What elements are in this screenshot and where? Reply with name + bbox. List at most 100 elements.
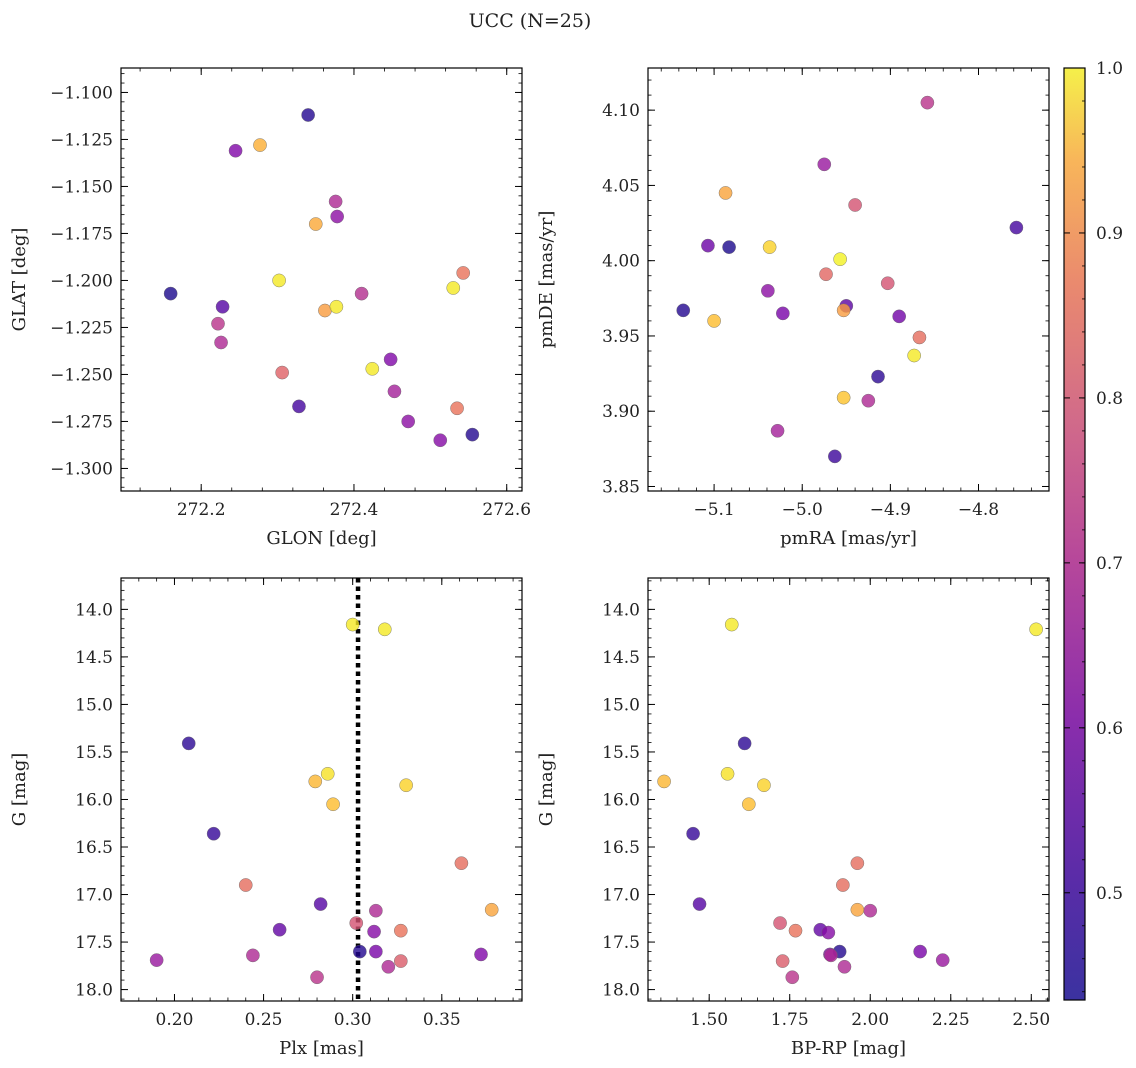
scatter-point — [345, 617, 360, 632]
scatter-point — [775, 954, 790, 968]
colorbar: 0.5 0.6 0.7 0.8 0.9 1.0 — [1063, 59, 1123, 1001]
y-tick-label: 3.85 — [602, 477, 640, 497]
scatter-point — [692, 897, 707, 911]
colorbar-tick-label: 0.7 — [1096, 554, 1123, 574]
scatter-point — [329, 299, 344, 314]
scatter-point — [387, 384, 402, 399]
y-tick-label: 18.0 — [75, 981, 113, 1001]
scatter-point — [701, 238, 715, 253]
scatter-point — [837, 959, 852, 974]
scatter-point — [686, 826, 700, 841]
x-axis-label: Plx [mas] — [279, 1038, 364, 1059]
colorbar-tick-label: 0.9 — [1096, 224, 1123, 244]
scatter-point — [433, 433, 448, 448]
colorbar-tick-label: 1.0 — [1096, 59, 1123, 79]
scatter-point — [272, 273, 286, 288]
scatter-point — [676, 303, 691, 318]
y-tick-label: 3.90 — [602, 402, 640, 422]
y-axis-label: G [mag] — [9, 753, 30, 826]
scatter-point — [724, 617, 739, 632]
scatter-point — [773, 916, 787, 930]
scatter-point — [785, 970, 800, 985]
x-tick-label: −5.1 — [693, 500, 734, 520]
scatter-point — [394, 954, 408, 968]
scatter-point — [935, 953, 950, 967]
scatter-point — [761, 283, 775, 298]
y-tick-label: −1.275 — [50, 412, 113, 432]
panel-bprp-g: 1.50 1.75 2.00 2.25 2.50 14.0 14.5 15.0 15.5 16.0… — [536, 577, 1050, 1059]
y-tick-label: −1.250 — [50, 365, 113, 385]
y-tick-label: 4.10 — [602, 101, 640, 121]
y-tick-label: 17.5 — [75, 933, 113, 953]
scatter-point — [320, 767, 335, 781]
x-tick-label: 272.2 — [177, 500, 226, 520]
scatter-point — [474, 947, 488, 962]
panel-glon-glat: 272.2 272.4 272.6 −1.300 −1.275 −1.250 −1.225 −… — [9, 67, 531, 549]
scatter-point — [819, 267, 833, 282]
scatter-point — [310, 970, 324, 985]
y-tick-label: 16.5 — [602, 838, 640, 858]
scatter-point — [720, 767, 735, 781]
scatter-point — [399, 778, 413, 793]
scatter-point — [848, 198, 862, 212]
y-tick-label: −1.225 — [50, 318, 113, 338]
axes-frame — [647, 67, 1050, 492]
scatter-point — [301, 108, 315, 122]
scatter-point — [330, 209, 344, 224]
y-tick-label: −1.125 — [50, 130, 113, 150]
scatter-point — [367, 924, 381, 939]
scatter-point — [328, 194, 343, 209]
scatter-point — [353, 944, 367, 959]
scatter-point — [228, 143, 243, 158]
x-axis-label: BP-RP [mag] — [791, 1038, 906, 1059]
scatter-point — [308, 217, 323, 231]
scatter-point — [742, 797, 756, 812]
x-tick-label: 1.50 — [690, 1010, 728, 1030]
x-tick-label: −4.8 — [958, 500, 999, 520]
scatter-point — [465, 427, 480, 442]
axes-frame — [647, 577, 1050, 1002]
scatter-point — [776, 306, 790, 321]
y-axis-label: G [mag] — [536, 753, 557, 826]
x-tick-label: 272.4 — [330, 500, 379, 520]
y-tick-label: 14.0 — [75, 600, 113, 620]
y-tick-label: 17.5 — [602, 933, 640, 953]
scatter-point — [913, 944, 927, 959]
scatter-point — [817, 157, 832, 172]
scatter-point — [824, 948, 838, 963]
x-tick-label: 2.00 — [851, 1010, 889, 1030]
scatter-point — [836, 390, 851, 405]
scatter-point — [880, 276, 895, 291]
x-tick-label: 0.30 — [334, 1010, 372, 1030]
colorbar-gradient — [1063, 67, 1086, 1001]
scatter-point — [365, 361, 380, 376]
scatter-point — [456, 266, 470, 280]
y-tick-label: −1.150 — [50, 177, 113, 197]
scatter-point — [722, 240, 736, 254]
scatter-point — [836, 878, 850, 892]
scatter-point — [246, 948, 260, 963]
scatter-point — [892, 309, 906, 324]
scatter-point — [181, 736, 196, 751]
y-tick-label: 16.5 — [75, 838, 113, 858]
scatter-point — [163, 286, 178, 301]
scatter-point — [369, 944, 383, 959]
scatter-point — [377, 622, 392, 637]
scatter-point — [211, 316, 225, 331]
x-tick-label: 1.75 — [771, 1010, 809, 1030]
x-axis-label: GLON [deg] — [266, 528, 376, 549]
scatter-point — [850, 902, 865, 917]
scatter-point — [206, 826, 221, 841]
scatter-point — [214, 335, 228, 350]
x-axis-label: pmRA [mas/yr] — [780, 528, 917, 549]
scatter-point — [354, 286, 369, 301]
scatter-point — [850, 856, 865, 870]
y-tick-label: 17.0 — [602, 886, 640, 906]
colorbar-tick-label: 0.5 — [1096, 884, 1123, 904]
y-tick-label: 14.5 — [602, 648, 640, 668]
scatter-point — [1009, 220, 1024, 235]
y-tick-label: −1.200 — [50, 271, 113, 291]
y-axis-label: pmDE [mas/yr] — [536, 211, 557, 349]
axes-frame — [120, 577, 523, 1002]
scatter-point — [788, 923, 803, 938]
